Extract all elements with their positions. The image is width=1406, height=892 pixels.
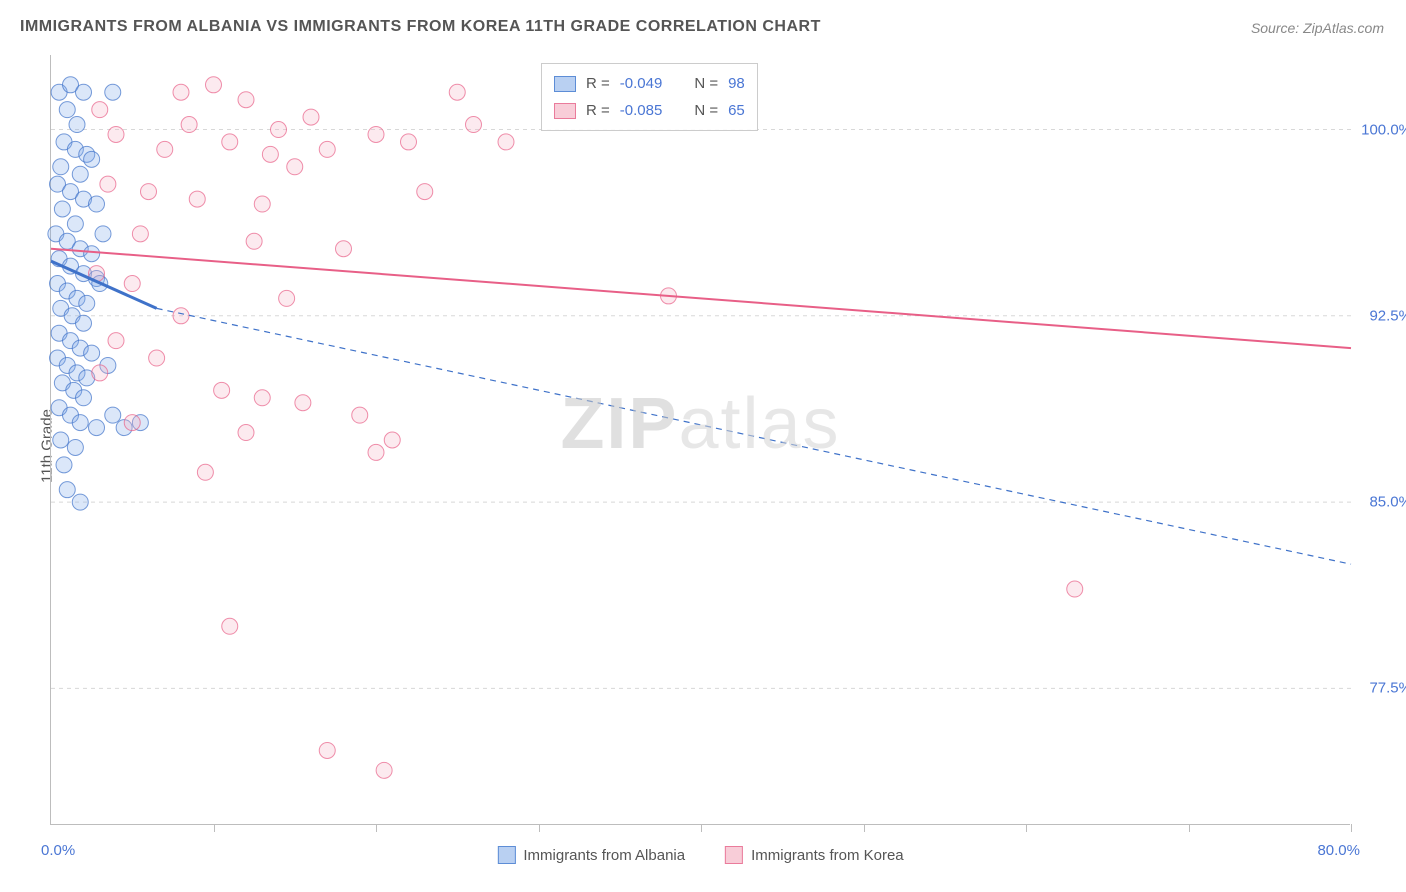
x-tick [214,824,215,832]
stats-row-albania: R = -0.049 N = 98 [554,70,745,97]
legend-label-korea: Immigrants from Korea [751,847,904,864]
y-tick-label: 100.0% [1361,121,1406,138]
y-tick-label: 77.5% [1369,680,1406,697]
legend-label-albania: Immigrants from Albania [523,847,685,864]
x-tick [864,824,865,832]
x-tick [1189,824,1190,832]
x-tick [539,824,540,832]
regression-layer [51,55,1350,824]
stat-label-n: N = [694,70,718,97]
stat-value-n-korea: 65 [728,97,745,124]
y-tick-label: 92.5% [1369,307,1406,324]
legend-swatch-albania [497,846,515,864]
stat-value-r-korea: -0.085 [620,97,663,124]
chart-container: IMMIGRANTS FROM ALBANIA VS IMMIGRANTS FR… [0,0,1406,892]
stat-value-r-albania: -0.049 [620,70,663,97]
stat-label-r: R = [586,97,610,124]
bottom-legend: Immigrants from Albania Immigrants from … [497,846,903,864]
x-axis-label-max: 80.0% [1317,842,1360,859]
stat-label-r: R = [586,70,610,97]
legend-item-albania: Immigrants from Albania [497,846,685,864]
stat-value-n-albania: 98 [728,70,745,97]
plot-area: ZIPatlas R = -0.049 N = 98 R = -0.085 N … [50,55,1350,825]
x-tick [376,824,377,832]
x-tick [1351,824,1352,832]
x-axis-label-min: 0.0% [41,842,75,859]
swatch-korea [554,103,576,119]
stats-row-korea: R = -0.085 N = 65 [554,97,745,124]
source-attribution: Source: ZipAtlas.com [1251,20,1384,36]
swatch-albania [554,76,576,92]
x-tick [701,824,702,832]
legend-swatch-korea [725,846,743,864]
legend-item-korea: Immigrants from Korea [725,846,904,864]
y-tick-label: 85.0% [1369,494,1406,511]
stat-label-n: N = [694,97,718,124]
stats-legend-box: R = -0.049 N = 98 R = -0.085 N = 65 [541,63,758,131]
x-tick [1026,824,1027,832]
chart-title: IMMIGRANTS FROM ALBANIA VS IMMIGRANTS FR… [20,18,821,36]
